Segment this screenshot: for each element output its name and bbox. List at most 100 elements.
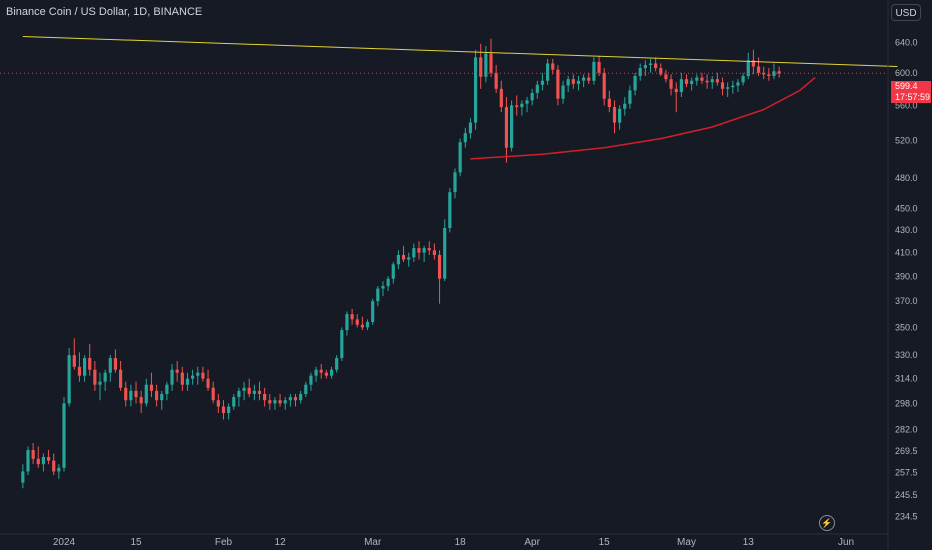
candle (726, 82, 730, 98)
candle (412, 243, 416, 262)
candle-body (602, 72, 606, 99)
price-tick-label: 430.0 (895, 225, 918, 235)
candle (273, 397, 277, 410)
candle-body (180, 372, 184, 385)
candle-body (335, 358, 339, 370)
candle-body (726, 87, 730, 89)
candle-body (324, 372, 328, 376)
candle (247, 378, 251, 398)
candle (571, 74, 575, 89)
candle (314, 366, 318, 382)
candle (669, 74, 673, 96)
candle (350, 308, 354, 325)
candle (391, 261, 395, 284)
candle-body (93, 369, 97, 385)
price-tick-label: 350.0 (895, 322, 918, 332)
candle-body (309, 375, 313, 385)
chart-title: Binance Coin / US Dollar, 1D, BINANCE (6, 6, 203, 18)
candle (77, 352, 82, 382)
candle-body (391, 264, 395, 279)
time-tick-label: 2024 (53, 537, 76, 548)
candle (211, 381, 215, 404)
candle-body (206, 378, 210, 388)
candle-body (772, 71, 776, 76)
lightning-icon[interactable]: ⚡ (819, 515, 835, 531)
candle (52, 453, 56, 476)
candle-body (155, 390, 159, 401)
time-tick-label: 13 (743, 537, 755, 548)
candle (566, 75, 570, 93)
candle (196, 366, 200, 385)
last-price-tag: 599.4 17:57:59 (891, 81, 931, 103)
candle (602, 68, 606, 106)
candle-body (432, 250, 437, 255)
time-tick-label: 18 (455, 537, 467, 548)
candle (88, 343, 92, 376)
support-curve[interactable] (470, 77, 816, 160)
candle (329, 366, 334, 379)
candle-body (118, 369, 123, 388)
candle (309, 372, 313, 391)
candle-body (376, 288, 380, 302)
candle-body (736, 82, 740, 86)
price-tick-label: 314.0 (895, 374, 918, 384)
candle (46, 449, 51, 465)
candle-body (77, 366, 82, 376)
candle (381, 281, 385, 297)
candle-body (690, 80, 694, 84)
price-tick-label: 560.0 (895, 100, 918, 110)
price-tick-label: 520.0 (895, 135, 918, 145)
candle (355, 314, 359, 328)
candle (360, 316, 364, 331)
candle (535, 80, 539, 99)
candle-body (103, 372, 107, 382)
candle-body (633, 75, 637, 91)
candle (72, 338, 76, 370)
candle-body (319, 369, 323, 373)
time-axis[interactable]: 2024 15 Feb 12 Mar 18 Apr 15 May 13 Jun (53, 537, 854, 548)
candle (515, 95, 519, 116)
candle-body (715, 79, 719, 83)
candle (67, 348, 71, 407)
candle (530, 88, 534, 106)
candle-body (67, 355, 71, 404)
candle (252, 384, 256, 401)
candle (453, 168, 457, 199)
candle (690, 77, 694, 91)
candle-body (36, 458, 40, 465)
candle (715, 72, 719, 86)
candle (479, 43, 483, 89)
candle-body (499, 88, 503, 108)
candle (417, 241, 421, 260)
price-tick-label: 390.0 (895, 271, 918, 281)
candle (607, 90, 611, 113)
candle-body (509, 105, 514, 148)
candle (504, 97, 509, 163)
candle (674, 82, 678, 113)
resistance-trendline[interactable] (22, 35, 898, 68)
currency-button[interactable]: USD (891, 4, 921, 21)
candle-body (762, 72, 766, 75)
candle (473, 49, 478, 130)
candle (576, 75, 581, 91)
candle (155, 384, 159, 407)
candle (165, 381, 169, 401)
candle (633, 72, 637, 96)
candle-body (463, 133, 467, 143)
candle (82, 355, 87, 382)
candle (736, 79, 740, 93)
candle (463, 127, 467, 148)
candle-body (592, 61, 596, 81)
candle-body (525, 100, 529, 104)
candle-body (546, 63, 550, 81)
candle (612, 100, 617, 134)
candle-body (211, 387, 215, 401)
price-tick-label: 370.0 (895, 296, 918, 306)
candle (561, 80, 565, 104)
candle (664, 69, 668, 83)
candle-body (149, 384, 154, 391)
candle-body (741, 75, 745, 83)
candle (443, 219, 447, 282)
candle-body (257, 390, 262, 394)
